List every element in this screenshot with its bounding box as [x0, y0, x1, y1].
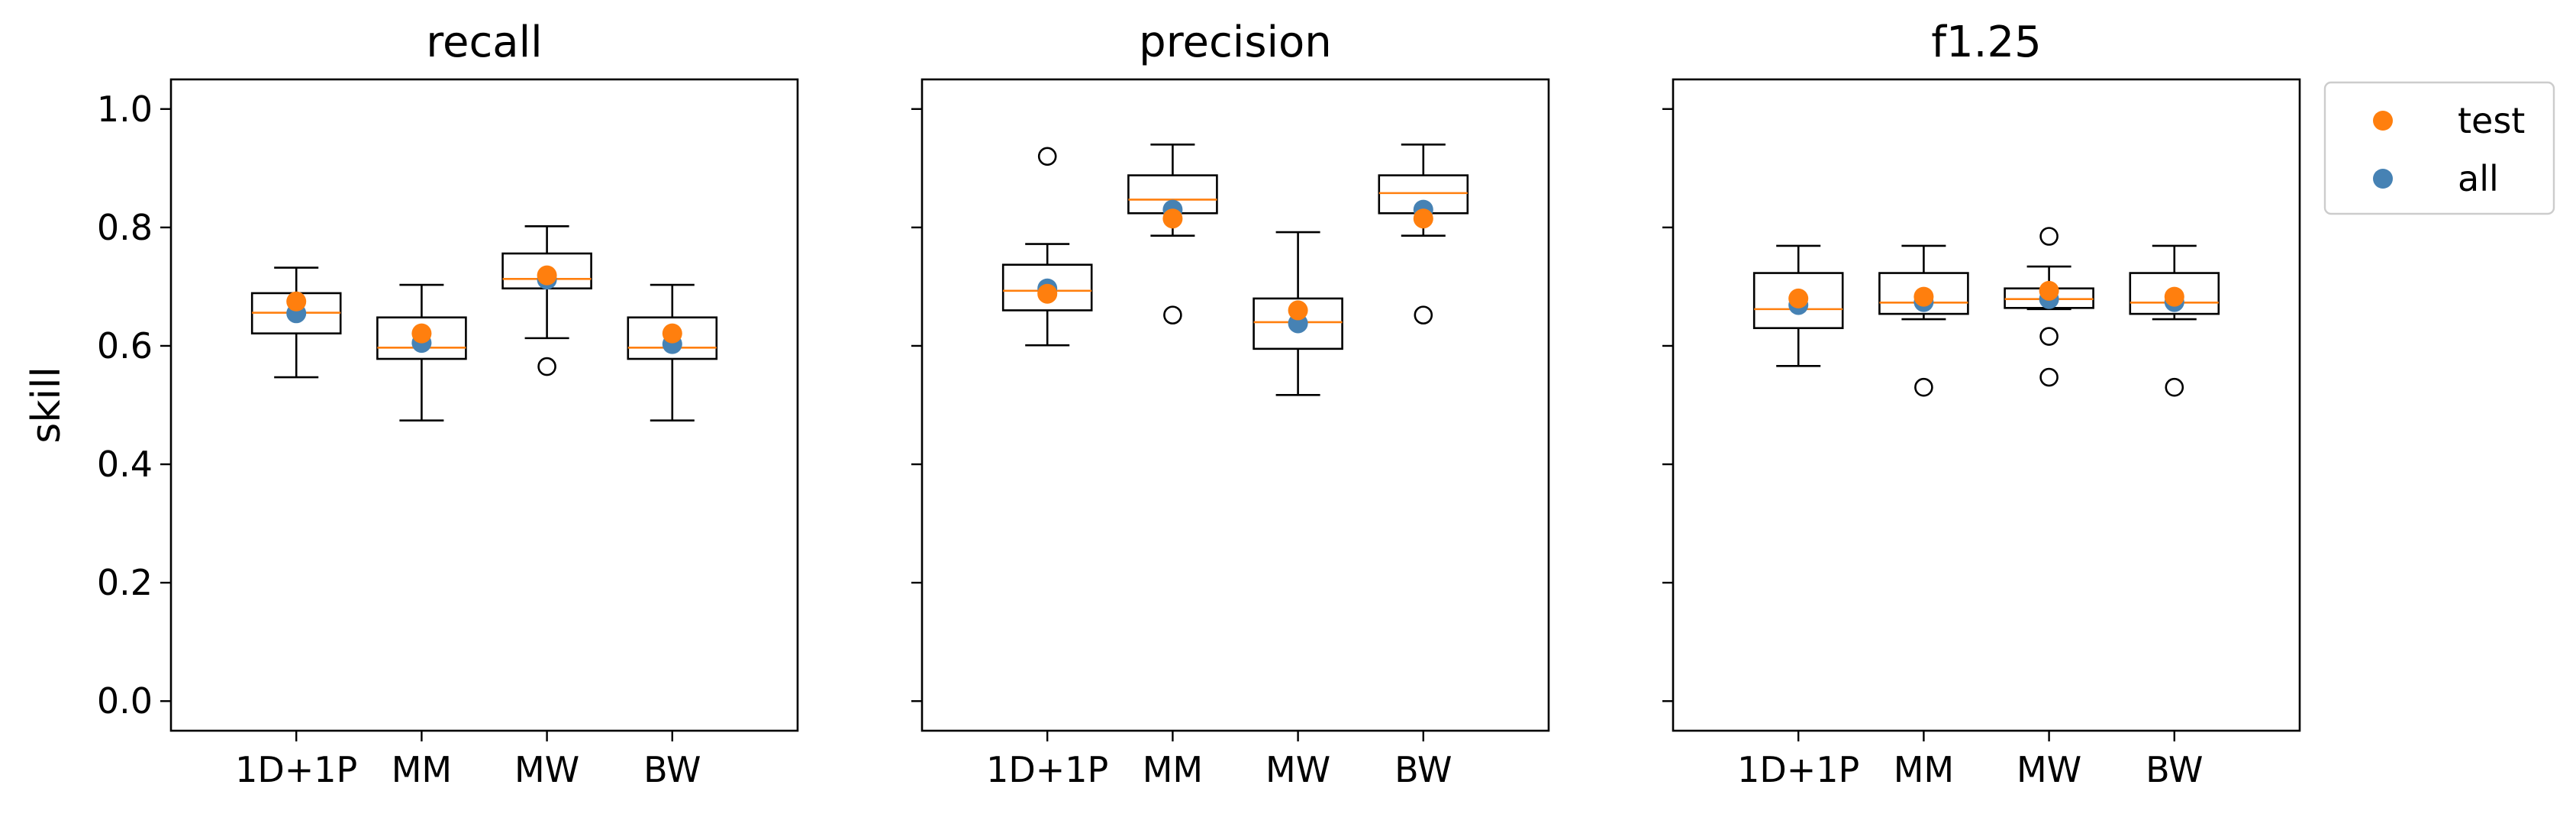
test-point: [411, 323, 432, 344]
x-tick-label: MW: [514, 749, 579, 790]
box-BW: [1378, 144, 1469, 325]
chart-title: recall: [426, 18, 542, 67]
x-tick-label: 1D+1P: [986, 749, 1108, 790]
box-MW: [501, 225, 592, 376]
y-axis-label: skill: [24, 367, 69, 444]
box-iqr: [1001, 263, 1093, 312]
test-point: [1913, 286, 1934, 307]
outlier-point: [1414, 305, 1433, 325]
x-tick-label: 1D+1P: [1737, 749, 1859, 790]
box-1D+1P: [250, 266, 342, 379]
outlier-point: [2039, 367, 2059, 387]
chart-title: precision: [1139, 18, 1332, 67]
box-MW: [2004, 227, 2094, 387]
test-point: [537, 265, 557, 286]
chart-panel-f1.25: 1D+1P MM MW BW f1.25: [1662, 18, 2301, 790]
box-BW: [2129, 244, 2220, 397]
y-tick-label: 0.4: [97, 444, 153, 485]
test-point: [662, 323, 682, 344]
legend-marker-test: [2373, 111, 2393, 131]
x-tick-label: MM: [1894, 749, 1954, 790]
box-BW: [627, 283, 718, 421]
plot-frame: [1672, 78, 2301, 732]
outlier-point: [2039, 327, 2059, 346]
box-iqr: [1253, 297, 1343, 350]
plot-frame: [169, 78, 799, 732]
outlier-point: [1163, 305, 1182, 325]
legend-marker-all: [2373, 169, 2393, 189]
box-1D+1P: [1752, 244, 1844, 367]
outlier-point: [2165, 377, 2184, 397]
test-point: [1788, 288, 1809, 308]
x-tick-label: 1D+1P: [235, 749, 357, 790]
y-tick-label: 1.0: [97, 89, 153, 130]
y-tick-label: 0.8: [97, 207, 153, 248]
test-point: [286, 291, 307, 312]
y-tick-label: 0.2: [97, 562, 153, 603]
x-tick-label: MM: [392, 749, 452, 790]
x-tick-label: MW: [2017, 749, 2081, 790]
outlier-point: [1037, 147, 1057, 166]
legend-label-test: test: [2458, 100, 2525, 141]
test-point: [1413, 208, 1433, 229]
outlier-point: [537, 357, 556, 376]
box-MM: [1878, 244, 1969, 397]
outlier-point: [2039, 227, 2059, 246]
box-iqr: [376, 316, 467, 360]
outlier-point: [1914, 377, 1933, 397]
legend-label-all: all: [2458, 158, 2499, 199]
box-iqr: [1878, 272, 1969, 315]
test-point: [2039, 280, 2059, 301]
chart-panel-precision: 1D+1P MM MW BW precision: [911, 18, 1550, 790]
plot-frame: [920, 78, 1550, 732]
legend: test all: [2323, 81, 2555, 215]
x-tick-label: MM: [1143, 749, 1203, 790]
chart-title: f1.25: [1931, 18, 2041, 67]
test-point: [1162, 208, 1183, 229]
x-tick-label: BW: [1394, 749, 1452, 790]
box-iqr: [2129, 272, 2220, 315]
test-point: [1037, 283, 1058, 304]
box-iqr: [627, 316, 718, 360]
box-MW: [1253, 231, 1343, 396]
x-tick-label: MW: [1265, 749, 1330, 790]
box-MM: [376, 283, 467, 421]
box-1D+1P: [1001, 147, 1093, 347]
box-iqr: [1752, 272, 1844, 329]
test-point: [1288, 300, 1308, 321]
box-MM: [1127, 144, 1218, 325]
y-tick-label: 0.0: [97, 680, 153, 722]
x-tick-label: BW: [2146, 749, 2203, 790]
test-point: [2164, 286, 2184, 307]
x-tick-label: BW: [643, 749, 701, 790]
chart-panel-recall: 0.0 0.2 0.4 0.6 0.8 1.0 1D+1P MM MW BW recall skill: [24, 18, 799, 790]
y-tick-label: 0.6: [97, 325, 153, 367]
